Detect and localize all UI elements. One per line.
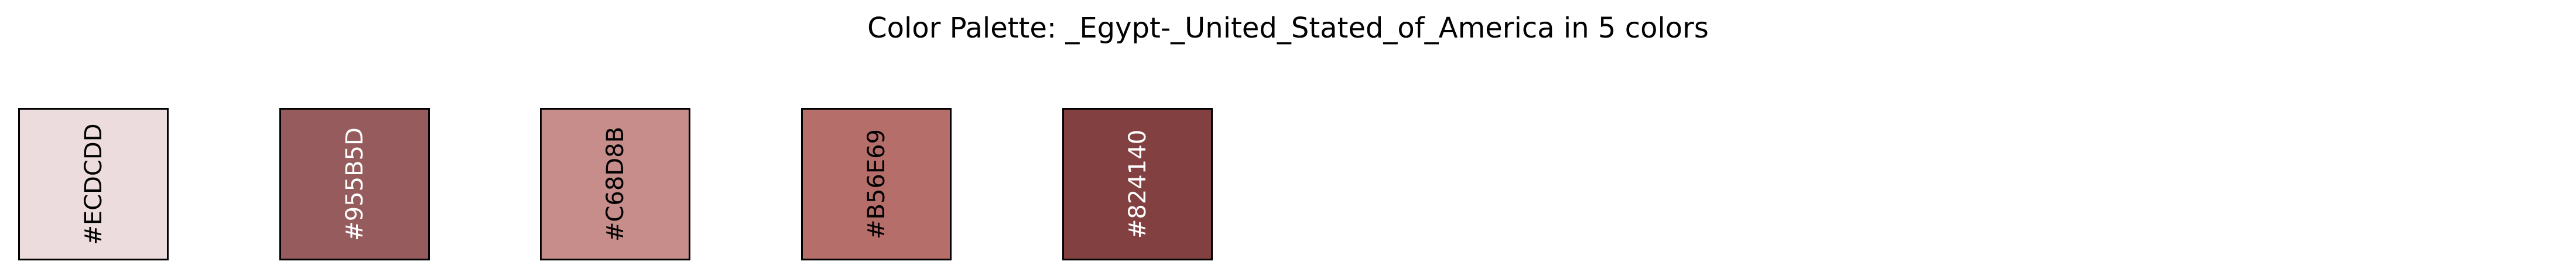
color-swatch: #C68D8B — [540, 108, 690, 260]
swatch-hex-label: #955B5D — [341, 127, 368, 241]
swatch-hex-label: #ECDCDD — [80, 123, 107, 245]
swatch-hex-label: #B56E69 — [863, 128, 890, 240]
color-swatch: #B56E69 — [801, 108, 952, 260]
palette-title: Color Palette: _Egypt-_United_Stated_of_… — [867, 12, 1709, 45]
color-swatch: #824140 — [1062, 108, 1213, 260]
swatch-hex-label: #824140 — [1124, 129, 1151, 239]
swatch-hex-label: #C68D8B — [601, 126, 629, 242]
color-swatch: #ECDCDD — [18, 108, 169, 260]
color-swatch: #955B5D — [279, 108, 430, 260]
